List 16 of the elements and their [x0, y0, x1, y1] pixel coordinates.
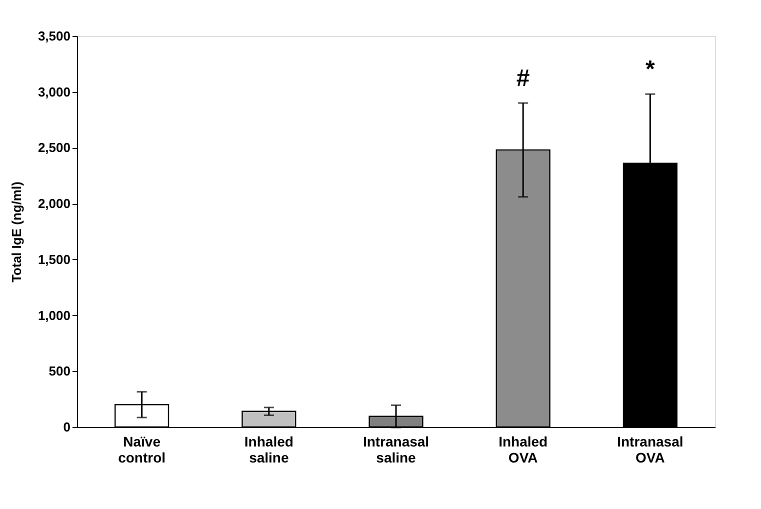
annotation: *: [646, 56, 656, 84]
y-tick-label: 1,500: [38, 252, 70, 267]
y-tick-label: 3,000: [38, 84, 70, 100]
y-tick-label: 2,500: [38, 140, 70, 156]
x-tick-label: Intranasal saline: [362, 434, 430, 466]
x-tick-label: Intranasal OVA: [617, 434, 684, 466]
x-tick-label: Inhaled saline: [244, 434, 294, 466]
x-tick-label: Naïve control: [118, 434, 166, 466]
y-tick-label: 2,000: [38, 196, 70, 212]
y-tick-label: 500: [48, 364, 70, 379]
y-axis-title: Total IgE (ng/ml): [8, 182, 24, 282]
annotation: #: [516, 65, 530, 92]
x-tick-label: Inhaled OVA: [498, 434, 548, 466]
y-tick-label: 0: [63, 420, 70, 434]
y-tick-label: 3,500: [38, 28, 70, 44]
y-tick-label: 1,000: [38, 308, 70, 323]
